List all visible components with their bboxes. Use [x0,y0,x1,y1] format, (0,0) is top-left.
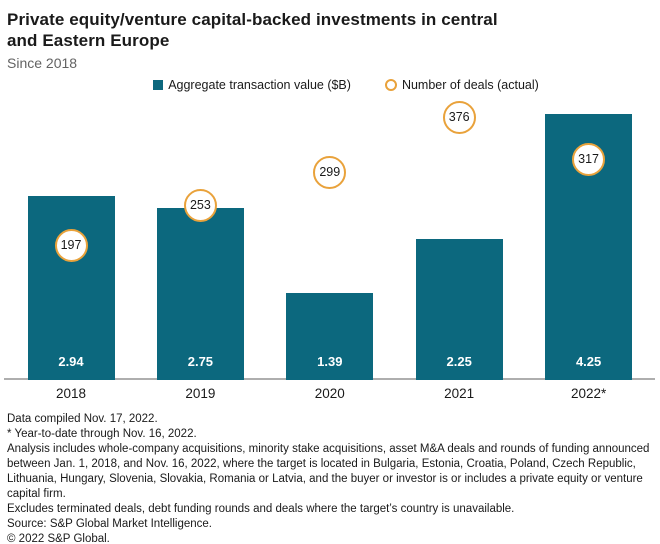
footnote-excludes: Excludes terminated deals, debt funding … [7,503,515,515]
bar-value-label: 2.75 [187,354,214,369]
bar-2018 [27,196,115,380]
footnote-ytd: * Year-to-date through Nov. 16, 2022. [7,428,197,440]
bar-value-label: 4.25 [575,354,602,369]
legend-item-transaction-value: Aggregate transaction value ($B) [153,78,351,92]
deals-marker-2019: 253 [183,189,217,223]
footnote-source: Source: S&P Global Market Intelligence. [7,518,212,530]
footnote-copyright: © 2022 S&P Global. [7,533,110,544]
chart-title-line-1: Private equity/venture capital-backed in… [7,10,498,29]
legend-label-number-of-deals: Number of deals (actual) [401,78,539,92]
bar-value-label: 1.39 [317,354,343,369]
bar-value-label: 2.25 [446,354,472,369]
legend-label-transaction-value: Aggregate transaction value ($B) [168,78,351,92]
bar-2021 [415,239,503,380]
x-axis-label-2018: 2018 [55,386,87,401]
deals-marker-2020: 299 [313,156,347,190]
footnote-data-compiled: Data compiled Nov. 17, 2022. [7,413,158,425]
chart-header: Private equity/venture capital-backed in… [7,9,607,72]
chart-title-line-2: and Eastern Europe [7,31,170,50]
deals-marker-2021: 376 [442,100,476,134]
footnote-analysis: Analysis includes whole-company acquisit… [7,443,650,500]
deals-marker-2018: 197 [54,229,88,263]
x-axis-label-2019: 2019 [185,386,216,401]
x-axis-label-2020: 2020 [314,386,345,401]
bar-value-label: 2.94 [58,354,84,369]
bar-2020 [286,293,374,380]
deals-ring-icon [384,79,397,91]
deals-marker-2022: 317 [572,143,606,177]
x-axis-label-2021: 2021 [444,386,475,401]
bar-swatch-icon [153,80,164,90]
bar-chart: 2.94 197 2018 2.75 253 2019 1.39 299 2020 2.25 376… [4,100,655,401]
footnotes: Data compiled Nov. 17, 2022. * Year-to-d… [7,412,656,544]
x-axis-label-2022: 2022* [570,386,607,401]
bar-2019 [156,208,244,380]
chart-subtitle: Since 2018 [7,55,78,71]
legend-item-number-of-deals: Number of deals (actual) [384,78,539,92]
legend: Aggregate transaction value ($B) Number … [0,78,660,92]
